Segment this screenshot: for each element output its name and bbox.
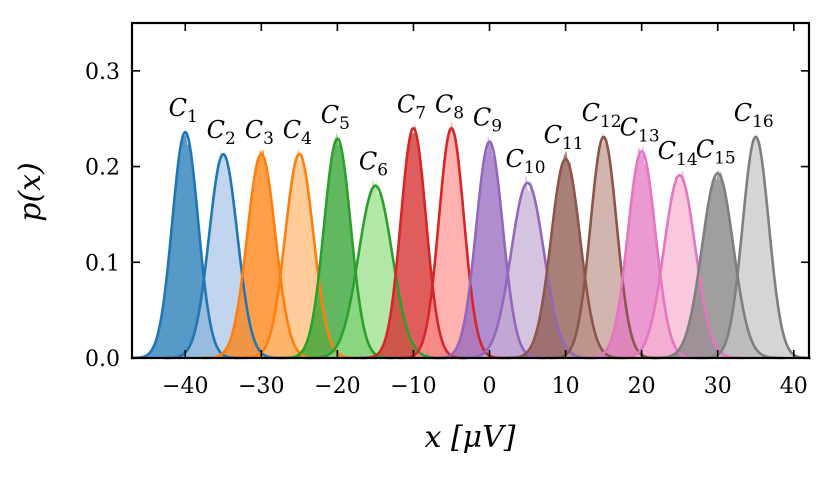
curve-c7: [360, 126, 467, 360]
fill-c4: [240, 148, 359, 358]
label-c15: C15: [696, 135, 736, 168]
curve-c8: [398, 126, 505, 360]
label-c10: C10: [506, 145, 546, 178]
fill-c3: [202, 149, 321, 358]
fill-c8: [398, 118, 505, 358]
label-c5: C5: [321, 101, 350, 134]
curve-c4: [240, 152, 359, 360]
fill-c10: [458, 175, 597, 358]
label-c13: C13: [620, 113, 660, 146]
fill-c9: [433, 135, 546, 358]
fill-c1: [130, 132, 240, 358]
curve-c11: [504, 157, 627, 360]
label-c11: C11: [544, 121, 584, 154]
label-c7: C7: [397, 90, 426, 123]
fill-c15: [652, 169, 784, 358]
fill-c2: [164, 148, 283, 358]
label-c9: C9: [473, 104, 502, 137]
curve-c6: [305, 184, 446, 360]
plot-frame: [130, 21, 811, 360]
fill-c16: [700, 132, 811, 358]
x-tick-label: −40: [162, 374, 208, 399]
label-c1: C1: [169, 94, 198, 127]
fill-c5: [281, 132, 394, 358]
fill-c14: [614, 170, 746, 358]
x-tick-label: −20: [314, 374, 360, 399]
x-tick-label: 10: [552, 374, 580, 399]
x-tick-label: −30: [238, 374, 284, 399]
curve-c16: [700, 135, 811, 360]
curve-c12: [548, 135, 659, 360]
density-curves: [130, 126, 811, 360]
x-axis-label: x [μV]: [424, 420, 515, 455]
x-tick-label: 40: [780, 374, 808, 399]
curve-c2: [164, 152, 283, 360]
fill-c7: [360, 123, 467, 358]
curve-c5: [281, 137, 394, 360]
curve-c10: [458, 181, 597, 360]
x-tick-label: 0: [483, 374, 497, 399]
label-c16: C16: [734, 99, 774, 132]
label-c3: C3: [245, 116, 274, 149]
label-c2: C2: [207, 116, 236, 149]
label-c6: C6: [359, 148, 388, 181]
x-tick-label: −10: [390, 374, 436, 399]
y-tick-label: 0.1: [85, 251, 120, 276]
fill-c13: [583, 144, 700, 358]
y-axis-label: p(x): [13, 162, 48, 222]
axes: −40 −30 −20 −10 0 10 20 30 40 0.0 0.1 0.2 0.3: [85, 21, 811, 399]
label-c8: C8: [435, 90, 464, 123]
label-c4: C4: [283, 116, 312, 149]
density-fills: [130, 118, 811, 358]
y-tick-label: 0.0: [85, 347, 120, 372]
y-tick-label: 0.2: [85, 156, 120, 181]
curve-c13: [583, 149, 700, 360]
x-tick-label: 20: [628, 374, 656, 399]
label-c12: C12: [582, 99, 622, 132]
curve-c14: [614, 173, 746, 360]
x-tick-label: 30: [704, 374, 732, 399]
fill-c12: [548, 130, 659, 358]
curve-c15: [652, 171, 784, 360]
fill-c6: [305, 179, 446, 358]
y-tick-label: 0.3: [85, 60, 120, 85]
label-c14: C14: [658, 137, 698, 170]
fill-c11: [504, 151, 627, 358]
